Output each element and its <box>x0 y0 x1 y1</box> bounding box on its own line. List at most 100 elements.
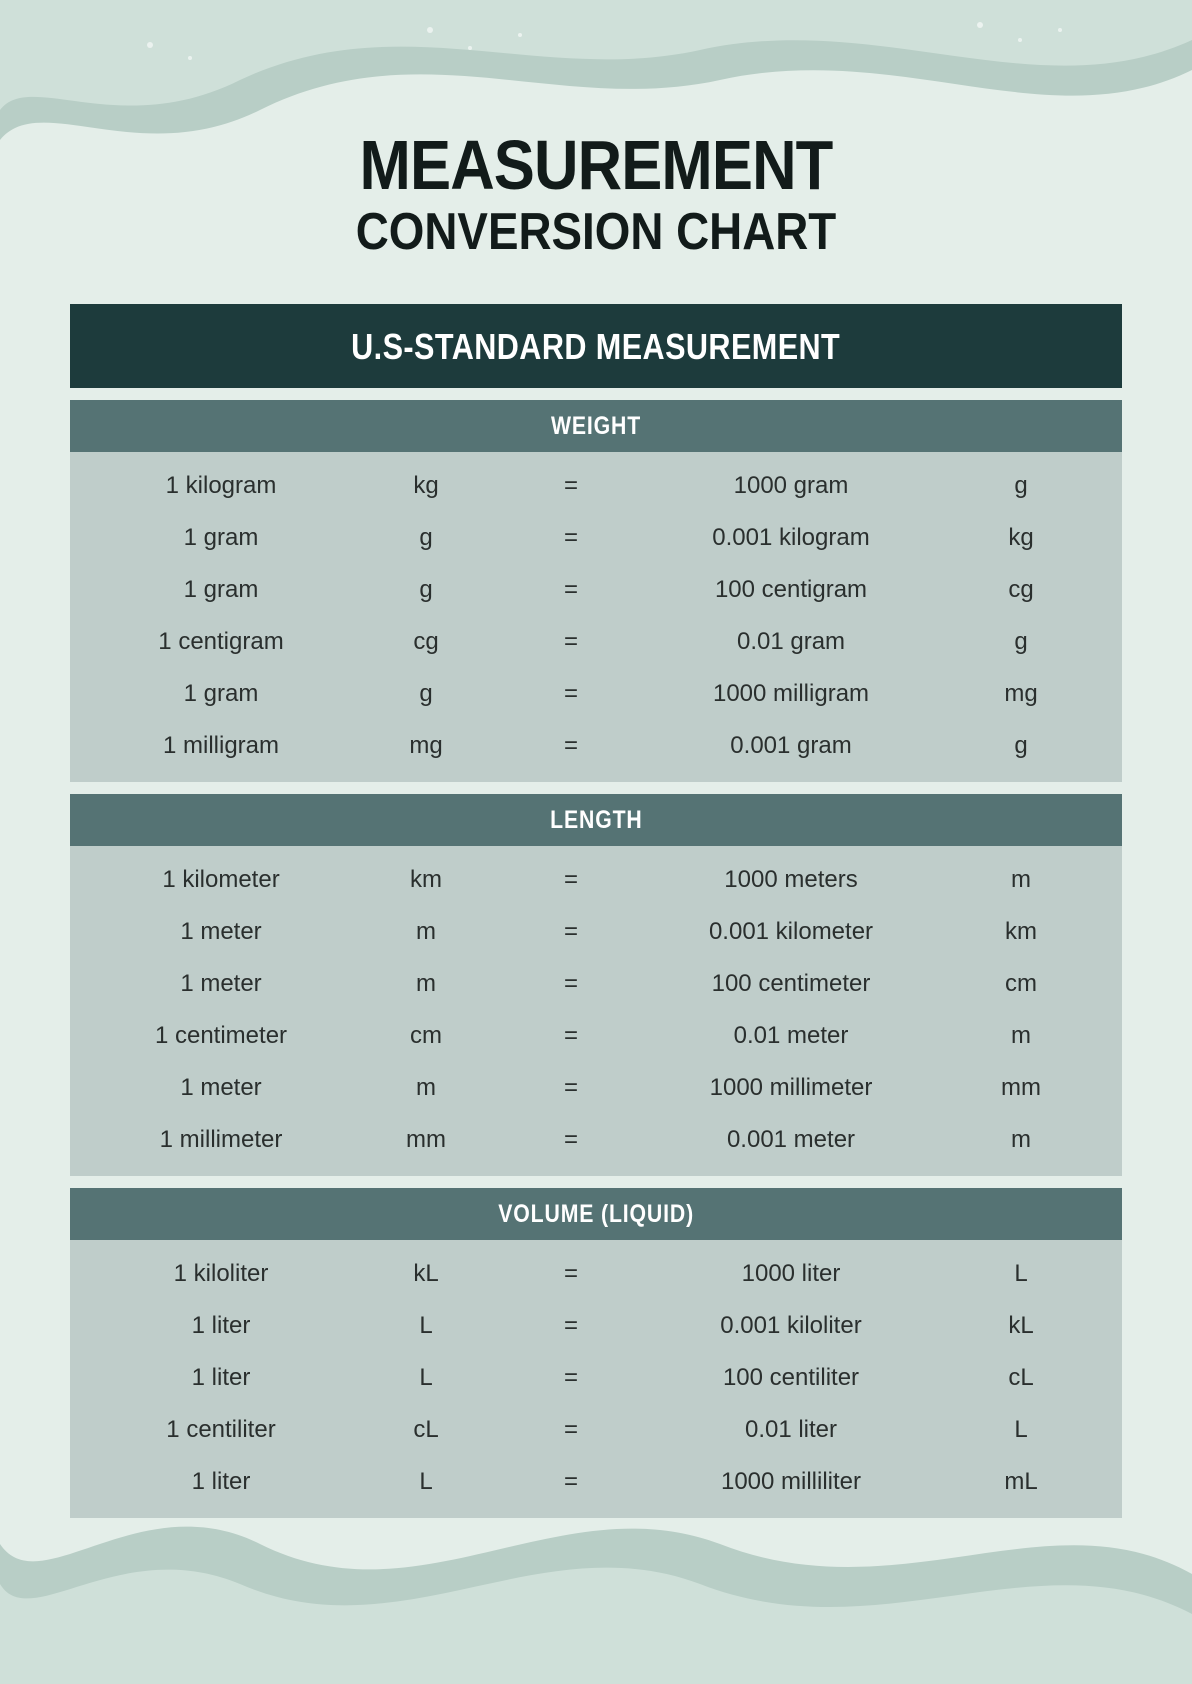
cell-equals: = <box>511 576 631 604</box>
table-row: 1 centimetercm=0.01 meterm <box>70 1010 1122 1062</box>
table-row: 1 literL=100 centilitercL <box>70 1352 1122 1404</box>
section-bar: WEIGHT <box>70 400 1122 452</box>
cell-from: 1 gram <box>101 680 341 708</box>
cell-to: 100 centimeter <box>631 970 951 998</box>
cell-equals: = <box>511 1312 631 1340</box>
cell-from: 1 gram <box>101 576 341 604</box>
title-block: MEASUREMENT CONVERSION CHART <box>70 130 1122 258</box>
cell-equals: = <box>511 628 631 656</box>
cell-equals: = <box>511 680 631 708</box>
cell-to: 0.01 liter <box>631 1416 951 1444</box>
table-row: 1 gramg=0.001 kilogramkg <box>70 512 1122 564</box>
main-heading-text: U.S-STANDARD MEASUREMENT <box>351 326 840 368</box>
section-label: WEIGHT <box>551 412 641 441</box>
cell-to: 1000 milligram <box>631 680 951 708</box>
cell-equals: = <box>511 1364 631 1392</box>
cell-from-symbol: kL <box>341 1260 511 1288</box>
cell-from: 1 millimeter <box>101 1126 341 1154</box>
main-heading-bar: U.S-STANDARD MEASUREMENT <box>70 304 1122 388</box>
cell-from: 1 centigram <box>101 628 341 656</box>
cell-from: 1 meter <box>101 1074 341 1102</box>
cell-equals: = <box>511 1260 631 1288</box>
title-line-1: MEASUREMENT <box>133 130 1059 200</box>
cell-from-symbol: mg <box>341 732 511 760</box>
cell-equals: = <box>511 1468 631 1496</box>
table-row: 1 gramg=1000 milligrammg <box>70 668 1122 720</box>
cell-equals: = <box>511 970 631 998</box>
cell-to-symbol: mL <box>951 1468 1091 1496</box>
cell-to: 100 centiliter <box>631 1364 951 1392</box>
cell-from-symbol: cg <box>341 628 511 656</box>
cell-from: 1 centimeter <box>101 1022 341 1050</box>
cell-from-symbol: cL <box>341 1416 511 1444</box>
cell-from-symbol: L <box>341 1312 511 1340</box>
cell-from: 1 milligram <box>101 732 341 760</box>
cell-to: 0.01 gram <box>631 628 951 656</box>
cell-from-symbol: g <box>341 680 511 708</box>
cell-to-symbol: m <box>951 866 1091 894</box>
cell-to: 0.001 meter <box>631 1126 951 1154</box>
cell-from-symbol: g <box>341 524 511 552</box>
cell-from-symbol: mm <box>341 1126 511 1154</box>
table-row: 1 centilitercL=0.01 literL <box>70 1404 1122 1456</box>
cell-from: 1 kiloliter <box>101 1260 341 1288</box>
cell-to: 1000 meters <box>631 866 951 894</box>
title-line-2: CONVERSION CHART <box>133 206 1059 258</box>
cell-from-symbol: kg <box>341 472 511 500</box>
section-rows: 1 kilogramkg=1000 gramg1 gramg=0.001 kil… <box>70 452 1122 782</box>
cell-to: 1000 milliliter <box>631 1468 951 1496</box>
table-row: 1 kiloliterkL=1000 literL <box>70 1248 1122 1300</box>
cell-to-symbol: cm <box>951 970 1091 998</box>
cell-to: 0.001 kilogram <box>631 524 951 552</box>
cell-to-symbol: m <box>951 1022 1091 1050</box>
table-row: 1 gramg=100 centigramcg <box>70 564 1122 616</box>
cell-to-symbol: cg <box>951 576 1091 604</box>
cell-from-symbol: m <box>341 1074 511 1102</box>
cell-to: 1000 gram <box>631 472 951 500</box>
section-bar: LENGTH <box>70 794 1122 846</box>
cell-to-symbol: L <box>951 1416 1091 1444</box>
cell-equals: = <box>511 1416 631 1444</box>
cell-to-symbol: kL <box>951 1312 1091 1340</box>
cell-from-symbol: L <box>341 1364 511 1392</box>
content-area: MEASUREMENT CONVERSION CHART U.S-STANDAR… <box>0 0 1192 1518</box>
cell-to: 0.01 meter <box>631 1022 951 1050</box>
table-row: 1 kilometerkm=1000 metersm <box>70 854 1122 906</box>
cell-to: 100 centigram <box>631 576 951 604</box>
cell-from-symbol: L <box>341 1468 511 1496</box>
cell-from: 1 gram <box>101 524 341 552</box>
cell-equals: = <box>511 1126 631 1154</box>
cell-from: 1 centiliter <box>101 1416 341 1444</box>
cell-to-symbol: L <box>951 1260 1091 1288</box>
sections-container: WEIGHT 1 kilogramkg=1000 gramg1 gramg=0.0… <box>70 400 1122 1518</box>
cell-from: 1 liter <box>101 1364 341 1392</box>
cell-to-symbol: g <box>951 628 1091 656</box>
section-rows: 1 kiloliterkL=1000 literL1 literL=0.001 … <box>70 1240 1122 1518</box>
table-row: 1 literL=1000 millilitermL <box>70 1456 1122 1508</box>
table-row: 1 centigramcg=0.01 gramg <box>70 616 1122 668</box>
cell-equals: = <box>511 866 631 894</box>
cell-to-symbol: m <box>951 1126 1091 1154</box>
cell-to-symbol: g <box>951 472 1091 500</box>
cell-to: 0.001 kiloliter <box>631 1312 951 1340</box>
cell-equals: = <box>511 1074 631 1102</box>
section-label: LENGTH <box>550 806 642 835</box>
cell-from: 1 liter <box>101 1468 341 1496</box>
cell-from: 1 kilometer <box>101 866 341 894</box>
cell-equals: = <box>511 472 631 500</box>
cell-equals: = <box>511 1022 631 1050</box>
cell-from: 1 meter <box>101 918 341 946</box>
cell-to-symbol: km <box>951 918 1091 946</box>
cell-from-symbol: m <box>341 970 511 998</box>
cell-to-symbol: g <box>951 732 1091 760</box>
table-row: 1 literL=0.001 kiloliterkL <box>70 1300 1122 1352</box>
cell-to: 1000 millimeter <box>631 1074 951 1102</box>
cell-from: 1 liter <box>101 1312 341 1340</box>
cell-equals: = <box>511 918 631 946</box>
table-row: 1 kilogramkg=1000 gramg <box>70 460 1122 512</box>
table-row: 1 meterm=0.001 kilometerkm <box>70 906 1122 958</box>
table-row: 1 millimetermm=0.001 meterm <box>70 1114 1122 1166</box>
section-label: VOLUME (LIQUID) <box>498 1200 694 1229</box>
section-bar: VOLUME (LIQUID) <box>70 1188 1122 1240</box>
cell-to-symbol: kg <box>951 524 1091 552</box>
